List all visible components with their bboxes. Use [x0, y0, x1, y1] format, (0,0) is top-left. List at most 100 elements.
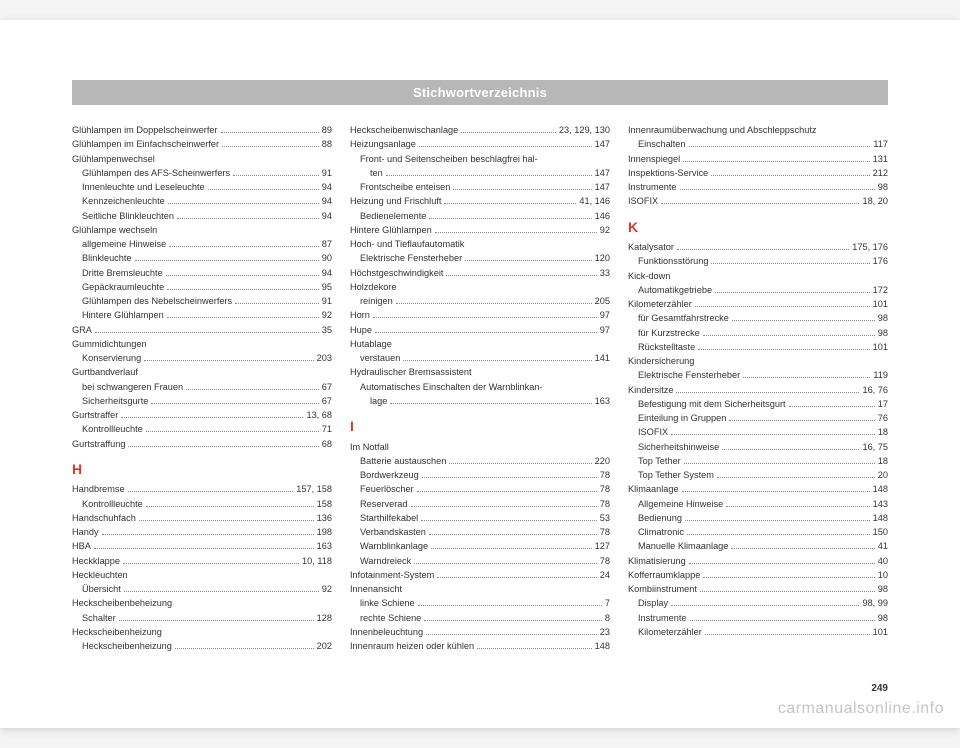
- entry-label: Top Tether System: [638, 468, 714, 482]
- entry-page: 90: [322, 251, 332, 265]
- entry-dots: [144, 355, 313, 361]
- entry-page: 71: [322, 422, 332, 436]
- entry-page: 158: [317, 497, 332, 511]
- index-entry: Heckscheibenwischanlage23, 129, 130: [350, 123, 610, 137]
- entry-label: ten: [370, 166, 383, 180]
- entry-dots: [405, 586, 607, 592]
- entry-page: 8: [605, 611, 610, 625]
- entry-dots: [689, 141, 871, 147]
- entry-page: 7: [605, 596, 610, 610]
- entry-dots: [677, 244, 849, 250]
- index-entry: Heckscheibenheizung 202: [72, 639, 332, 653]
- entry-dots: [233, 169, 319, 175]
- entry-label: Innenraum heizen oder kühlen: [350, 639, 474, 653]
- index-entry: Glühlampe wechseln: [72, 223, 332, 237]
- entry-dots: [94, 543, 314, 549]
- column-1: Glühlampen im Doppelscheinwerfer89Glühla…: [72, 123, 332, 653]
- page-number: 249: [871, 683, 888, 694]
- column-2: Heckscheibenwischanlage23, 129, 130Heizu…: [350, 123, 610, 653]
- entry-page: 41: [878, 539, 888, 553]
- entry-dots: [424, 614, 602, 620]
- entry-label: Übersicht: [82, 582, 121, 596]
- entry-dots: [703, 572, 874, 578]
- entry-label: allgemeine Hinweise: [82, 237, 166, 251]
- entry-page: 163: [317, 539, 332, 553]
- index-entry: reinigen205: [350, 294, 610, 308]
- index-entry: Kindersicherung: [628, 354, 888, 368]
- entry-page: 143: [873, 497, 888, 511]
- entry-label: Heizungsanlage: [350, 137, 416, 151]
- index-entry: Kick-down: [628, 269, 888, 283]
- entry-page: 119: [873, 368, 888, 382]
- entry-page: 92: [322, 308, 332, 322]
- entry-label: Seitliche Blinkleuchten: [82, 209, 174, 223]
- entry-dots: [695, 301, 870, 307]
- entry-page: 141: [595, 351, 610, 365]
- index-entry: Hupe97: [350, 323, 610, 337]
- index-entry: Heckscheibenbeheizung: [72, 596, 332, 610]
- entry-page: 202: [317, 639, 332, 653]
- section-letter-i: I: [350, 416, 610, 438]
- entry-label: Heckscheibenwischanlage: [350, 123, 458, 137]
- entry-page: 91: [322, 166, 332, 180]
- entry-page: 35: [322, 323, 332, 337]
- entry-page: 212: [873, 166, 888, 180]
- entry-label: Top Tether: [638, 454, 681, 468]
- entry-dots: [165, 629, 329, 635]
- index-entry: Innenraum heizen oder kühlen148: [350, 639, 610, 653]
- entry-label: Innenleuchte und Leseleuchte: [82, 180, 205, 194]
- index-entry: Kennzeichenleuchte94: [72, 194, 332, 208]
- entry-dots: [444, 198, 576, 204]
- entry-label: Horn: [350, 308, 370, 322]
- page-header: Stichwortverzeichnis: [72, 80, 888, 105]
- page-container: Stichwortverzeichnis Glühlampen im Doppe…: [0, 20, 960, 728]
- entry-dots: [685, 515, 870, 521]
- entry-dots: [541, 155, 607, 161]
- index-entry: Gurtstraffer13, 68: [72, 408, 332, 422]
- entry-page: 172: [873, 283, 888, 297]
- entry-label: Front- und Seitenscheiben beschlagfrei h…: [360, 152, 538, 166]
- index-entry: Heizung und Frischluft41, 146: [350, 194, 610, 208]
- entry-dots: [417, 486, 597, 492]
- entry-label: Heckscheibenheizung: [82, 639, 172, 653]
- entry-dots: [683, 155, 870, 161]
- index-entry: Katalysator175, 176: [628, 240, 888, 254]
- entry-page: 146: [595, 209, 610, 223]
- entry-label: Höchstgeschwindigkeit: [350, 266, 443, 280]
- entry-label: Display: [638, 596, 668, 610]
- index-entry: Gepäckraumleuchte95: [72, 280, 332, 294]
- entry-dots: [711, 169, 869, 175]
- entry-dots: [128, 440, 318, 446]
- entry-label: Holzdekore: [350, 280, 396, 294]
- entry-dots: [729, 415, 874, 421]
- entry-dots: [102, 529, 314, 535]
- index-entry: ten147: [350, 166, 610, 180]
- entry-dots: [124, 586, 319, 592]
- entry-page: 98, 99: [862, 596, 888, 610]
- index-entry: bei schwangeren Frauen67: [72, 380, 332, 394]
- entry-page: 95: [322, 280, 332, 294]
- entry-page: 97: [600, 308, 610, 322]
- index-entry: Batterie austauschen220: [350, 454, 610, 468]
- index-entry: Glühlampen im Einfachscheinwerfer88: [72, 137, 332, 151]
- entry-dots: [139, 515, 314, 521]
- entry-page: 17: [878, 397, 888, 411]
- entry-label: Handy: [72, 525, 99, 539]
- index-entry: Kofferraumklappe10: [628, 568, 888, 582]
- entry-label: Einschalten: [638, 137, 686, 151]
- column-3: Innenraumüberwachung und Abschleppschutz…: [628, 123, 888, 653]
- entry-dots: [700, 586, 875, 592]
- index-entry: Verbandskasten78: [350, 525, 610, 539]
- entry-dots: [661, 198, 859, 204]
- entry-dots: [429, 212, 591, 218]
- entry-dots: [169, 241, 319, 247]
- entry-page: 97: [600, 323, 610, 337]
- index-entry: Blinkleuchte90: [72, 251, 332, 265]
- index-entry: Gummidichtungen: [72, 337, 332, 351]
- entry-page: 18, 20: [862, 194, 888, 208]
- entry-dots: [715, 287, 870, 293]
- entry-dots: [392, 443, 607, 449]
- index-entry: Innenleuchte und Leseleuchte94: [72, 180, 332, 194]
- watermark: carmanualsonline.info: [778, 700, 944, 718]
- entry-dots: [390, 397, 591, 403]
